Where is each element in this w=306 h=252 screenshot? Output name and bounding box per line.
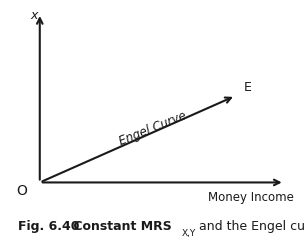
Text: x: x	[30, 9, 37, 22]
Text: E: E	[243, 81, 251, 94]
Text: and the Engel curve: and the Engel curve	[195, 220, 306, 233]
Text: Money Income: Money Income	[208, 191, 294, 204]
Text: Fig. 6.40: Fig. 6.40	[18, 220, 80, 233]
Text: O: O	[16, 184, 27, 199]
Text: Constant MRS: Constant MRS	[69, 220, 172, 233]
Text: X,Y: X,Y	[182, 229, 196, 238]
Text: Engel Curve: Engel Curve	[118, 110, 188, 148]
